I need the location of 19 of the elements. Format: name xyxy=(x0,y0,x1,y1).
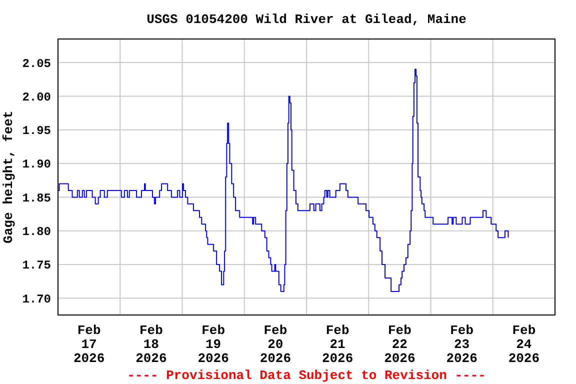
y-tick-label: 1.80 xyxy=(22,225,51,240)
y-tick-label: 1.90 xyxy=(22,158,51,172)
x-tick-label: Feb 19 2026 xyxy=(198,323,230,366)
x-tick-label: Feb 18 2026 xyxy=(136,323,167,366)
x-tick-label: Feb 20 2026 xyxy=(260,323,292,366)
y-tick-label: 1.75 xyxy=(22,258,51,273)
text: ---- Provisional Data Subject to Revision ---- xyxy=(127,368,486,383)
y-tick-label: 1.70 xyxy=(22,292,51,306)
y-tick-label: 1.85 xyxy=(22,191,51,206)
y-tick-label: 2.00 xyxy=(22,90,51,104)
chart-title: USGS 01054200 Wild River at Gilead, Maine xyxy=(146,12,467,27)
x-tick-label: Feb 22 2026 xyxy=(384,323,416,366)
x-tick-label: Feb 17 2026 xyxy=(73,323,105,366)
x-tick-label: Feb 23 2026 xyxy=(446,323,478,366)
y-tick-label: 2.05 xyxy=(22,56,51,71)
y-tick-label: 1.95 xyxy=(22,124,51,138)
x-tick-label: Feb 24 2026 xyxy=(508,323,540,366)
y-axis-title: Gage height, feet xyxy=(1,110,16,244)
x-tick-label: Feb 21 2026 xyxy=(322,323,354,366)
